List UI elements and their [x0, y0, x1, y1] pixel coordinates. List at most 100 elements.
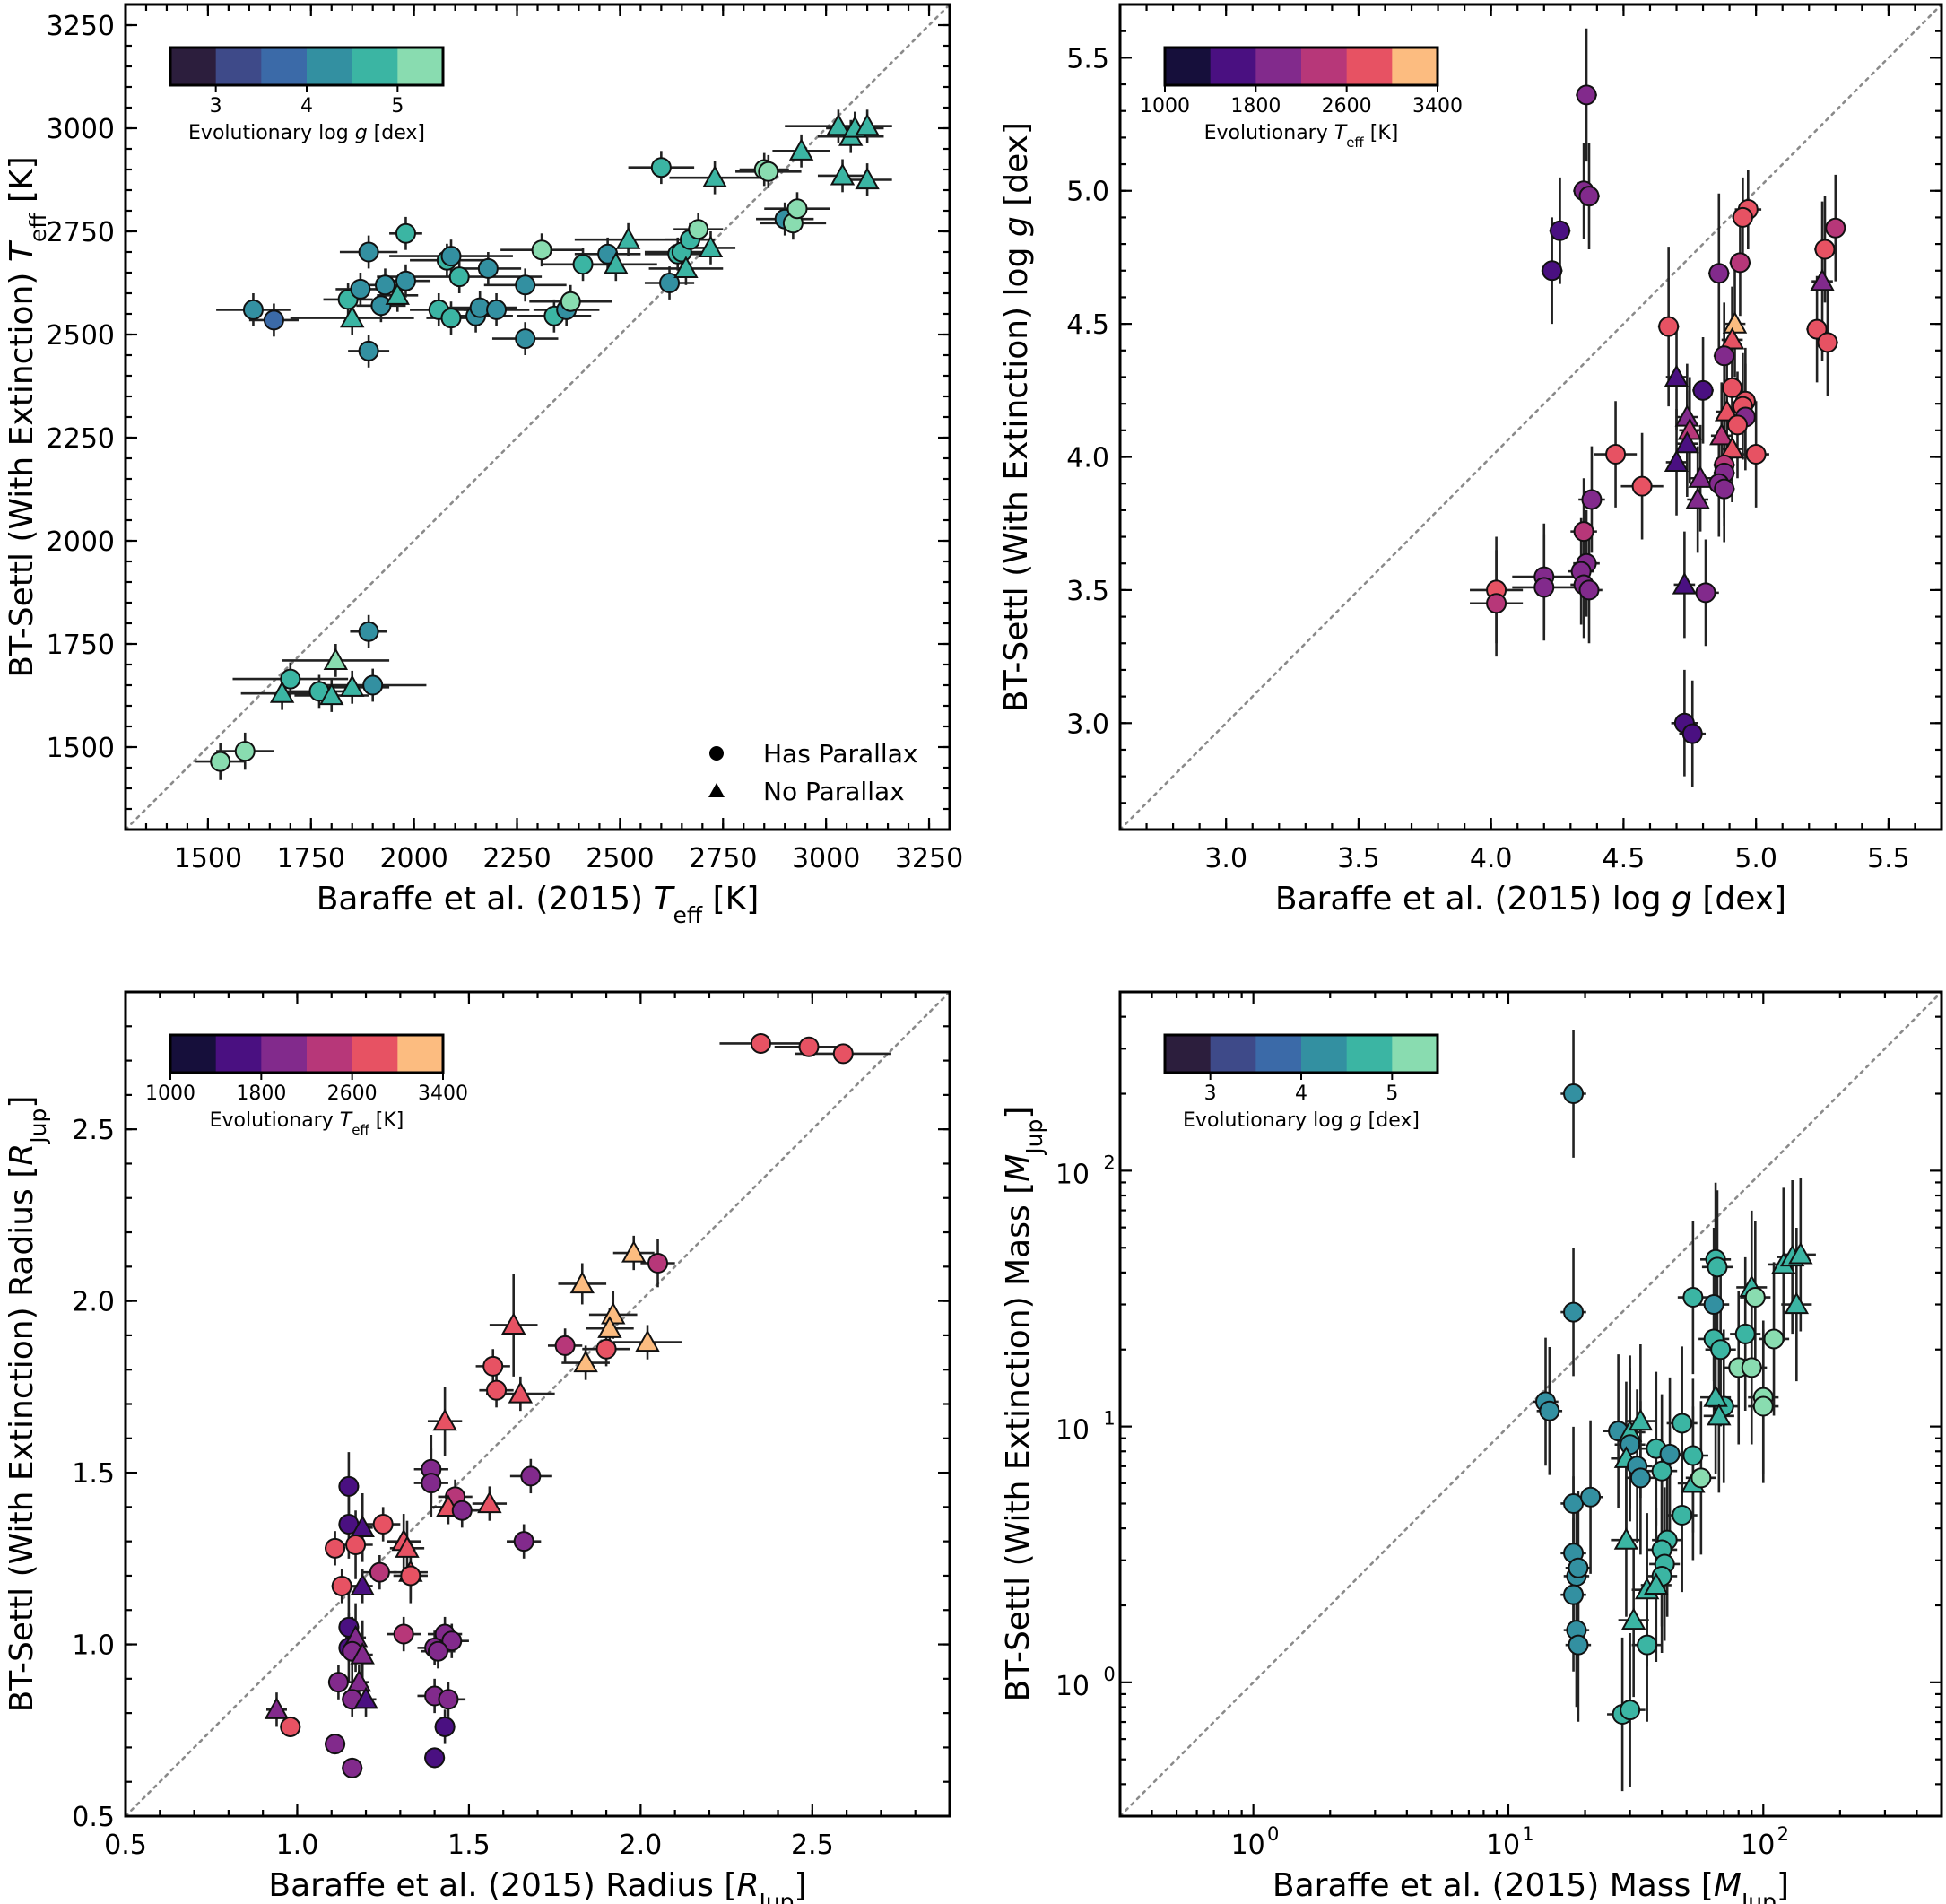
x-tick-label: 3250	[895, 843, 963, 874]
data-point-triangle	[1620, 1607, 1646, 1630]
data-point-circle	[1682, 1287, 1704, 1308]
data-point-triangle	[615, 227, 641, 249]
data-point-triangle	[604, 251, 629, 274]
data-point-circle	[1703, 1294, 1724, 1316]
y-tick-label: 3.5	[1066, 576, 1109, 607]
data-point-circle	[242, 299, 264, 320]
data-point-circle	[369, 1561, 390, 1583]
x-tick-label-exp: 0	[1267, 1823, 1279, 1845]
data-point-circle	[1752, 1395, 1774, 1417]
y-tick-label: 2750	[47, 217, 115, 248]
data-point-circle	[688, 219, 709, 240]
data-point-triangle	[1714, 399, 1740, 422]
data-point-circle	[798, 1036, 820, 1057]
data-point-circle	[1659, 1443, 1681, 1465]
markers	[1535, 1083, 1813, 1725]
x-tick-label: 2750	[689, 843, 757, 874]
colorbar-segment	[397, 48, 444, 85]
markers	[210, 113, 880, 772]
data-point-circle	[554, 1335, 576, 1356]
tick-labels: 3.0 3.5 4.0 4.5 5.0 5.5 3.0 3.5 4.0 4.5 5.0 5.5	[1066, 43, 1909, 874]
data-point-triangle	[350, 1641, 375, 1665]
data-point-circle	[263, 309, 284, 331]
x-tick-label: 0.5	[104, 1830, 147, 1861]
markers	[264, 1032, 854, 1778]
data-point-triangle	[1664, 364, 1690, 387]
ticks	[126, 4, 950, 830]
tick-labels: 10 0 10 1 10 210 010 110 2	[1056, 1152, 1789, 1861]
data-point-circle	[1573, 521, 1594, 543]
x-tick-label: 5.5	[1867, 843, 1910, 874]
colorbar-tick-label: 1000	[1140, 95, 1190, 117]
data-point-circle	[234, 741, 256, 762]
legend: Has Parallax No Parallax	[708, 739, 917, 806]
colorbar-segment	[215, 48, 262, 85]
x-axis-label: Baraffe et al. (2015) Mass [MJup]	[1273, 1867, 1789, 1904]
x-tick-label-exp: 2	[1777, 1823, 1789, 1845]
data-point-triangle	[500, 1312, 526, 1335]
colorbar-segment	[1210, 1035, 1256, 1073]
data-point-circle	[372, 1514, 394, 1535]
colorbar-segment	[352, 1035, 398, 1073]
data-point-triangle	[340, 305, 365, 328]
y-tick-label: 2500	[47, 320, 115, 352]
data-point-circle	[434, 1716, 456, 1737]
errorbars	[265, 1036, 891, 1778]
colorbar: 3 4 5 Evolutionary log g [dex]	[169, 46, 445, 144]
data-point-circle	[1745, 444, 1767, 465]
data-point-circle	[1722, 377, 1743, 398]
colorbar-label: Evolutionary Teff [K]	[1204, 122, 1399, 151]
y-axis-label: BT-Settl (With Extinction) Mass [MJup]	[1000, 1107, 1047, 1702]
plot-area	[195, 109, 892, 780]
colorbar-segment	[1346, 1035, 1393, 1073]
x-tick-label: 4.0	[1470, 843, 1513, 874]
x-axis-label: Baraffe et al. (2015) log g [dex]	[1275, 881, 1786, 917]
colorbar-frame	[169, 1033, 445, 1074]
data-point-circle	[1605, 444, 1627, 465]
data-point-circle	[1682, 1445, 1704, 1466]
colorbar-tick-label: 3	[1204, 1082, 1217, 1105]
y-tick-label: 2000	[47, 526, 115, 558]
data-point-circle	[1814, 239, 1836, 260]
y-axis-label: BT-Settl (With Extinction) Teff [K]	[4, 156, 51, 677]
data-point-circle	[520, 1465, 542, 1487]
data-point-triangle	[353, 1686, 378, 1709]
data-point-circle	[513, 1531, 534, 1552]
colorbar-tick-label: 5	[1386, 1082, 1398, 1105]
axes-frame	[1118, 990, 1943, 1818]
data-point-circle	[650, 157, 672, 178]
data-point-circle	[438, 1689, 459, 1710]
y-tick-label: 2250	[47, 423, 115, 455]
data-point-triangle	[1672, 571, 1698, 595]
colorbar-segment	[261, 48, 308, 85]
y-tick-label: 2.0	[72, 1287, 115, 1318]
y-tick-label: 10	[1056, 1159, 1090, 1190]
data-point-circle	[331, 1575, 352, 1596]
data-point-triangle	[855, 113, 880, 136]
colorbar-tick-label: 3	[210, 95, 222, 117]
colorbar-tick-label: 3400	[418, 1082, 468, 1105]
tick-labels: 0.5 1.0 1.5 2.0 2.5 0.5 1.0 1.5 2.0 2.5	[72, 1115, 833, 1861]
y-tick-label: 1.5	[72, 1458, 115, 1490]
data-point-triangle	[635, 1329, 660, 1352]
data-point-circle	[1672, 1413, 1693, 1434]
data-point-triangle	[350, 1515, 375, 1537]
data-point-triangle	[340, 674, 365, 697]
data-point-triangle	[702, 165, 727, 187]
legend-label: Has Parallax	[763, 739, 917, 769]
data-point-circle	[362, 674, 384, 696]
x-tick-label: 2.5	[791, 1830, 834, 1861]
data-point-circle	[1486, 593, 1507, 614]
data-point-triangle	[698, 235, 724, 257]
x-tick-label: 10	[1741, 1830, 1775, 1861]
data-point-circle	[395, 270, 416, 291]
data-point-circle	[515, 328, 536, 350]
y-tick-label: 5.0	[1066, 177, 1109, 208]
colorbar-segment	[170, 48, 217, 85]
x-tick-label: 1500	[174, 843, 242, 874]
data-point-circle	[659, 273, 681, 293]
colorbar-tick-label: 1000	[145, 1082, 195, 1105]
data-point-circle	[1542, 260, 1563, 282]
x-tick-label: 3000	[792, 843, 860, 874]
data-point-circle	[280, 668, 301, 690]
